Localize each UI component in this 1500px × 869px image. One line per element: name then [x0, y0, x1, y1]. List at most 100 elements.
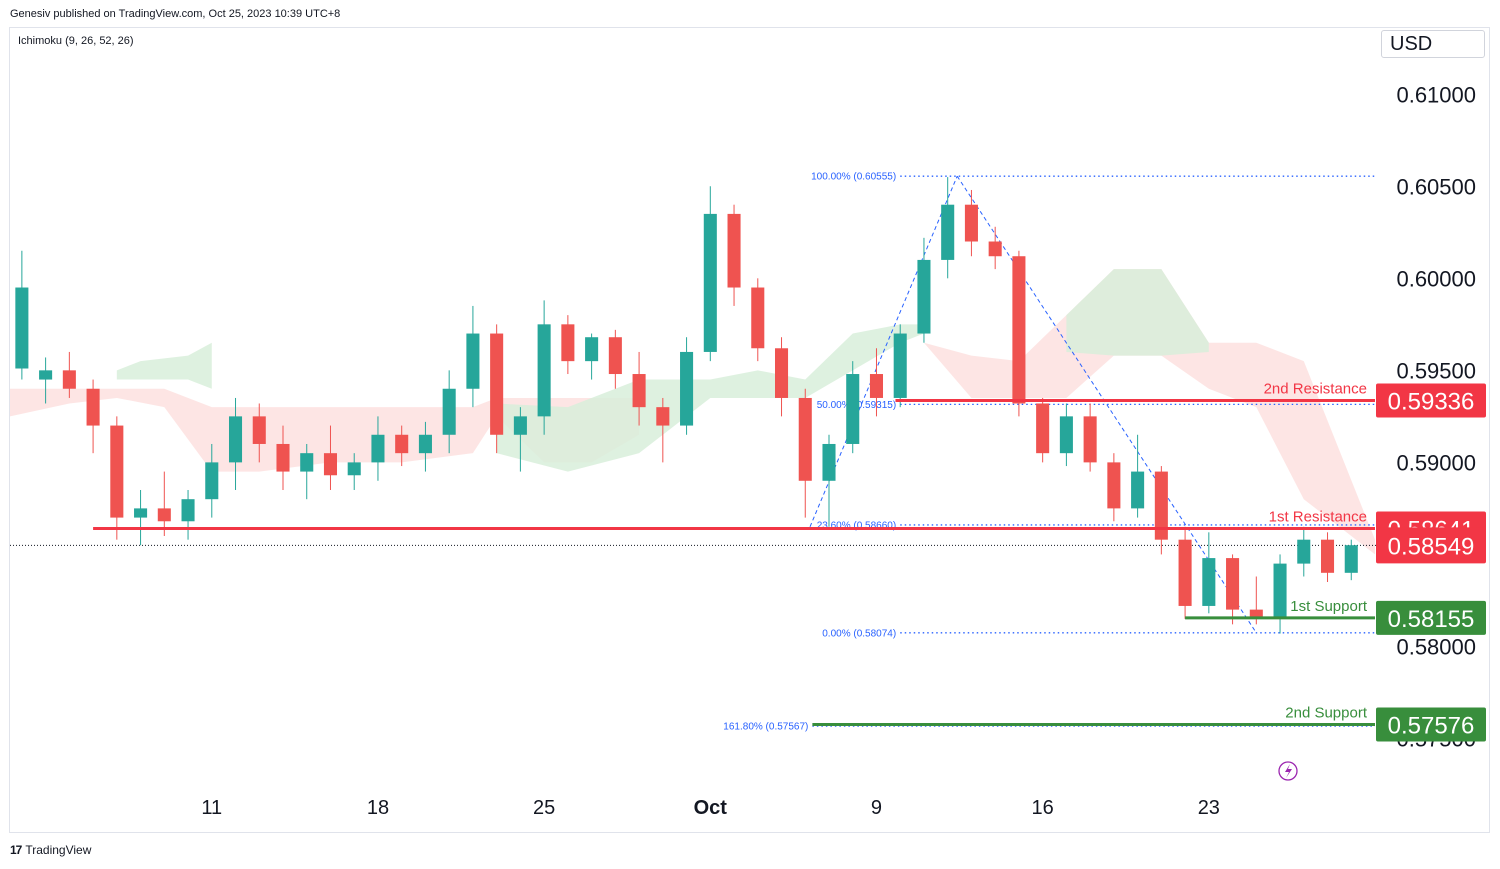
candle-body — [323, 453, 338, 476]
candle — [537, 300, 551, 435]
candle — [988, 226, 1002, 270]
candle-body — [62, 370, 76, 389]
badge-bg — [1376, 600, 1486, 635]
candle-body — [561, 324, 575, 362]
time-axis: 11 18 25 Oct 9 16 23 — [201, 797, 1220, 819]
candle — [1154, 466, 1168, 555]
price-badge: 0.57576 — [1376, 707, 1486, 742]
currency-selector[interactable]: USD — [1381, 30, 1485, 58]
tradingview-logo-icon: 17 — [10, 843, 22, 857]
cloud-segment-bear — [10, 388, 640, 472]
candle — [1344, 539, 1358, 581]
fib-label: 161.80% (0.57567) — [723, 722, 808, 733]
level-label: 1st Support — [1290, 598, 1368, 615]
badge-value: 0.58549 — [1388, 533, 1475, 560]
candle — [1131, 434, 1145, 518]
candle-body — [1107, 462, 1121, 509]
candle — [680, 337, 694, 435]
candle — [822, 434, 836, 527]
candle — [798, 388, 812, 518]
publisher-caption: Genesiv published on TradingView.com, Oc… — [10, 8, 341, 20]
price-tick: 0.61000 — [1396, 82, 1476, 107]
candle-body — [347, 462, 361, 476]
price-tick: 0.59000 — [1396, 450, 1476, 475]
candle-body — [656, 407, 670, 426]
candle-body — [157, 508, 171, 522]
candle-body — [1059, 416, 1073, 454]
badge-value: 0.57576 — [1388, 712, 1475, 739]
candle — [300, 443, 314, 500]
candle-body — [632, 374, 646, 408]
ichimoku-cloud — [10, 269, 1375, 555]
price-tick: 0.58000 — [1396, 634, 1476, 659]
brand-footer: 17 TradingView — [10, 843, 91, 857]
price-axis: 0.61000 0.60500 0.60000 0.59500 0.59000 0.580… — [1396, 82, 1476, 751]
candle — [869, 348, 884, 417]
support-resistance-levels: 2nd Resistance 1st Resistance 1st Support 2… — [93, 381, 1375, 726]
candle-body — [110, 425, 124, 518]
candle — [727, 204, 741, 306]
candle-body — [1083, 416, 1097, 463]
candle-body — [1131, 471, 1145, 509]
price-badge: 0.59336 — [1376, 383, 1486, 418]
candle — [1297, 526, 1311, 577]
price-tick: 0.60000 — [1396, 266, 1476, 291]
candle — [86, 379, 100, 454]
candle — [181, 489, 195, 540]
candle-body — [228, 416, 243, 463]
fib-label: 100.00% (0.60555) — [811, 172, 896, 183]
candle-body — [988, 241, 1002, 257]
candle — [703, 186, 717, 362]
cloud-segment-bull — [1066, 269, 1209, 356]
candle — [205, 443, 219, 518]
candle-body — [1178, 539, 1192, 606]
badge-bg — [1376, 383, 1486, 418]
candle-body — [442, 388, 456, 435]
time-tick: 9 — [871, 797, 882, 819]
candle — [466, 305, 480, 408]
candle — [1226, 554, 1240, 625]
candle — [917, 237, 931, 343]
time-tick: Oct — [694, 797, 728, 819]
candle-body — [1297, 539, 1311, 564]
time-tick: 25 — [533, 797, 555, 819]
candle — [490, 324, 504, 454]
candle-body — [1154, 471, 1168, 540]
candle-body — [134, 508, 148, 518]
candle — [941, 177, 955, 279]
candle-body — [703, 213, 717, 352]
price-tick: 0.59500 — [1396, 358, 1476, 383]
candle — [656, 397, 670, 463]
indicator-legend[interactable]: Ichimoku (9, 26, 52, 26) — [18, 35, 134, 47]
candle — [1249, 576, 1263, 625]
candle-body — [941, 204, 955, 260]
candle-body — [1249, 609, 1263, 617]
candle — [442, 370, 456, 454]
candle — [1012, 250, 1026, 417]
cloud-segment-bull — [116, 342, 212, 389]
candle-body — [1320, 539, 1335, 573]
candle — [323, 425, 338, 490]
candle-body — [252, 416, 266, 444]
candle — [585, 333, 599, 380]
candle-body — [585, 337, 599, 362]
badge-value: 0.58155 — [1388, 606, 1475, 633]
candle-body — [276, 443, 290, 472]
candle — [632, 351, 646, 426]
candle-body — [1226, 558, 1240, 610]
candle-body — [608, 337, 622, 375]
candle — [39, 357, 53, 404]
candle-body — [964, 204, 978, 242]
candle — [418, 421, 432, 472]
lightning-icon[interactable] — [1278, 761, 1298, 781]
candle-body — [846, 374, 860, 444]
candle-body — [39, 370, 53, 380]
candle — [1320, 532, 1335, 583]
badge-bg — [1376, 707, 1486, 742]
candle — [846, 361, 860, 454]
level-label: 2nd Support — [1285, 704, 1368, 721]
time-tick: 16 — [1032, 797, 1054, 819]
candle — [395, 425, 409, 467]
candle-body — [751, 287, 765, 349]
